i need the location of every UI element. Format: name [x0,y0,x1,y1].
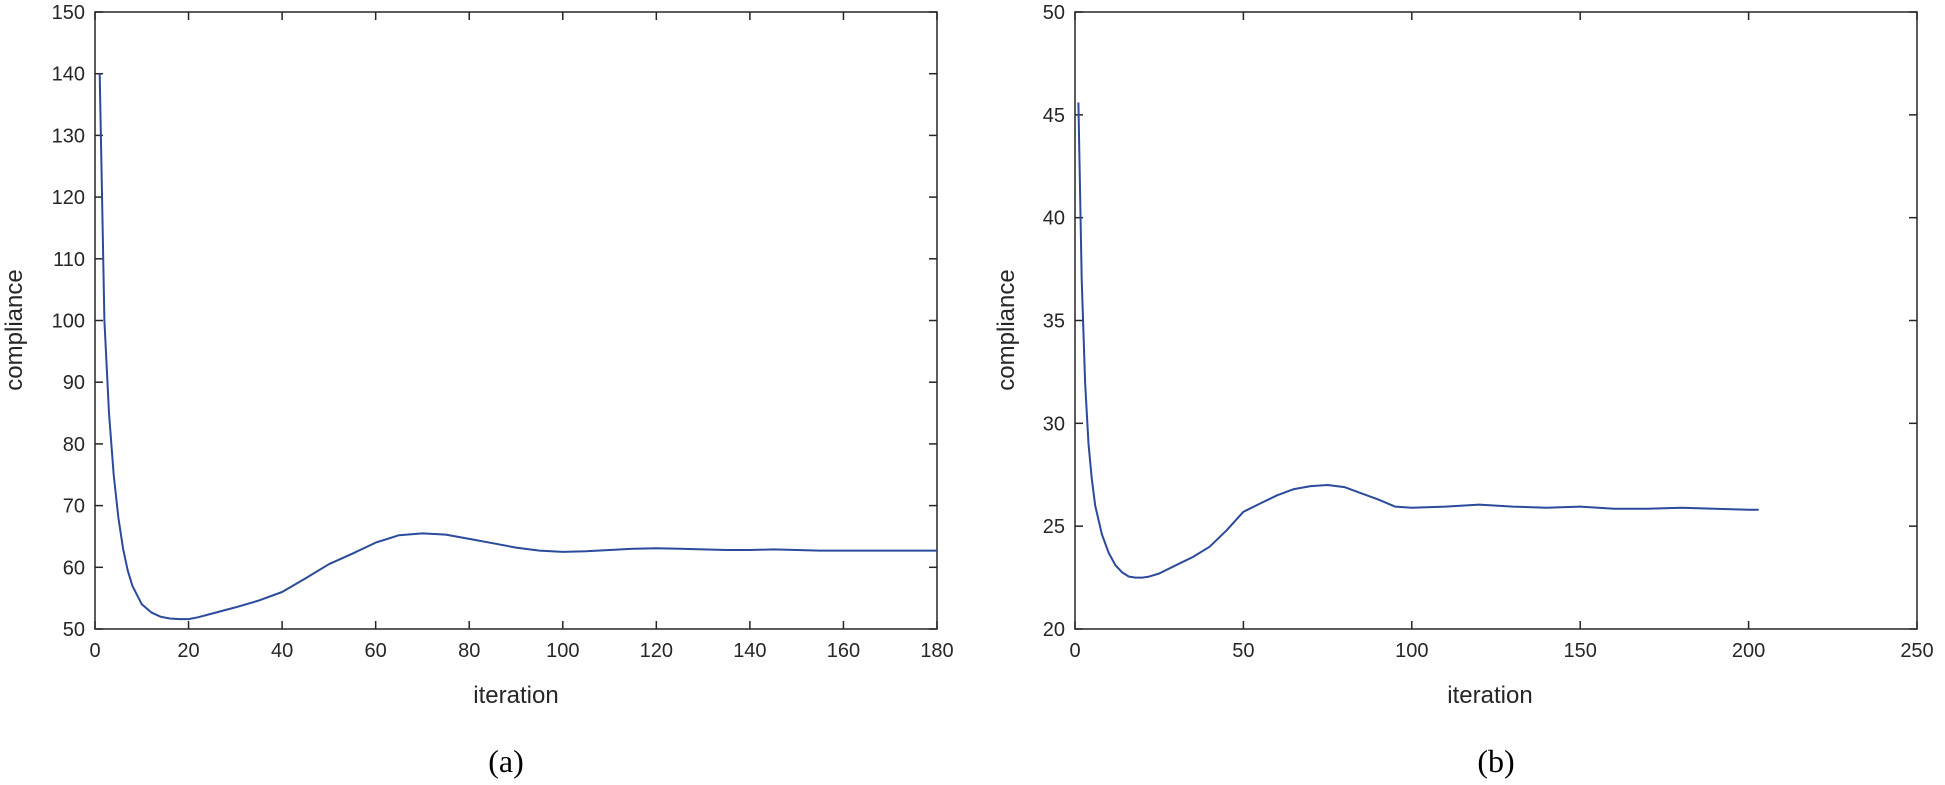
y-tick-label-a: 90 [63,372,85,394]
x-tick-label-a: 100 [546,640,579,662]
x-tick-label-b: 0 [1069,640,1080,662]
plot-frame-a [94,11,938,630]
y-tick-label-a: 110 [53,249,85,271]
x-tick-label-a: 60 [365,640,387,662]
series-group-a [98,73,937,621]
x-tick-label-a: 160 [827,640,860,662]
y-tick-label-a: 100 [52,311,85,333]
panel-caption-a: (a) [488,743,524,779]
x-tick-label-b: 150 [1564,640,1597,662]
y-tick-label-b: 50 [1043,2,1065,24]
axis-ticks-b [1074,11,1918,630]
y-tick-label-a: 120 [52,187,85,209]
tick-labels-b: 0 50 100 150 200 250 20 25 30 35 40 45 50 [1043,2,1934,662]
y-tick-label-a: 50 [63,619,85,641]
y-tick-label-a: 70 [63,496,85,518]
x-tick-label-a: 80 [458,640,480,662]
chart-panel-a: 0 20 40 60 80 100 120 140 160 180 50 60 70 80 90 100 110… [1,2,954,779]
y-tick-label-b: 40 [1043,208,1065,230]
x-tick-label-b: 50 [1232,640,1254,662]
x-tick-label-a: 20 [177,640,199,662]
y-tick-label-a: 140 [52,64,85,86]
tick-labels-a: 0 20 40 60 80 100 120 140 160 180 50 60 70 80 90 100 110… [52,2,954,662]
y-tick-label-a: 80 [63,434,85,456]
x-tick-label-b: 200 [1732,640,1765,662]
y-tick-label-a: 60 [63,557,85,579]
y-tick-label-b: 35 [1043,311,1065,333]
x-axis-label-b: iteration [1447,682,1532,709]
x-tick-label-b: 100 [1395,640,1428,662]
x-tick-label-a: 180 [920,640,953,662]
plot-frame-b [1074,11,1918,630]
y-tick-label-b: 45 [1043,105,1065,127]
x-tick-label-a: 0 [89,640,100,662]
series-group-b [1077,102,1759,579]
x-tick-label-a: 140 [733,640,766,662]
y-tick-label-b: 25 [1043,516,1065,538]
y-tick-label-b: 30 [1043,413,1065,435]
x-tick-label-a: 40 [271,640,293,662]
series-line-a [98,73,937,621]
panel-caption-b: (b) [1477,743,1514,779]
y-axis-label-a: compliance [1,269,28,390]
y-axis-label-b: compliance [993,269,1020,390]
x-tick-label-b: 250 [1900,640,1933,662]
y-tick-label-a: 130 [52,125,85,147]
axis-ticks-a [94,11,938,630]
x-axis-label-a: iteration [473,682,558,709]
x-tick-label-a: 120 [640,640,673,662]
y-tick-label-b: 20 [1043,619,1065,641]
y-tick-label-a: 150 [52,2,85,24]
series-line-b [1077,102,1759,579]
